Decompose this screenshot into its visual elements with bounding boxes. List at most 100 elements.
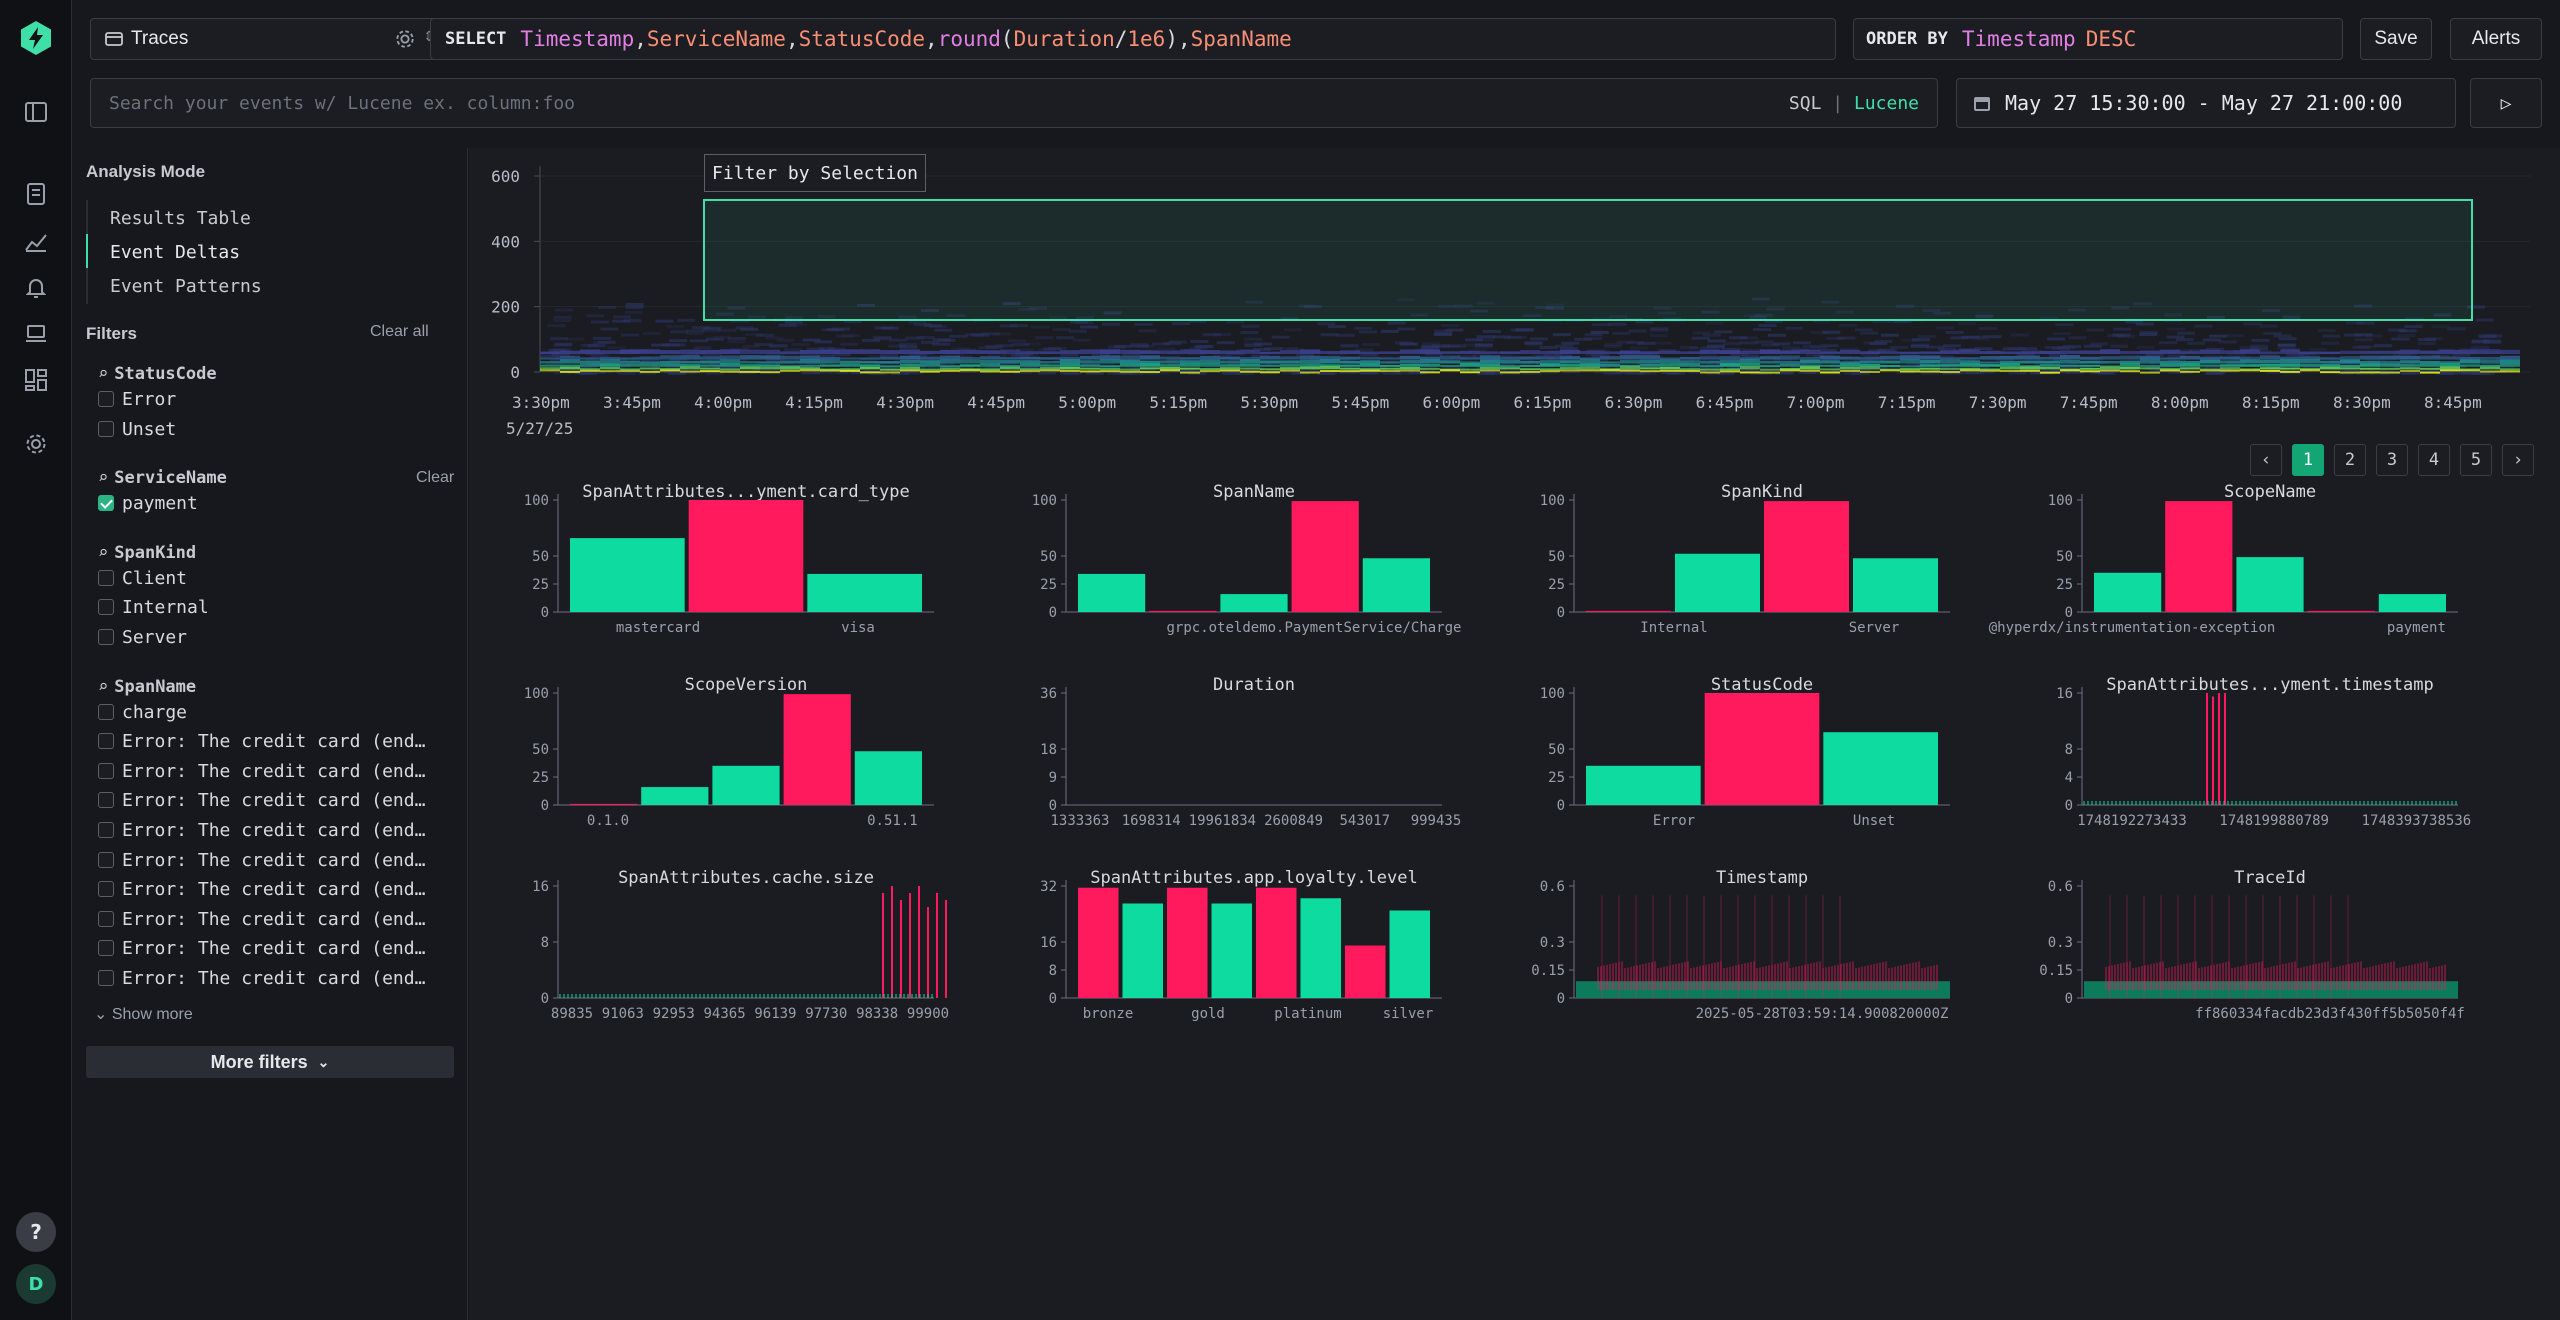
filter-option[interactable]: Error: The credit card (end… [98, 790, 438, 811]
filter-checkbox[interactable] [98, 792, 114, 809]
filter-checkbox[interactable] [98, 762, 114, 779]
heatmap-cell [590, 320, 609, 324]
filter-option[interactable]: Internal [98, 597, 438, 618]
filter-option[interactable]: Error: The credit card (end… [98, 879, 438, 900]
clear-all-button[interactable]: Clear all [370, 323, 429, 340]
filter-group-servicename[interactable]: ⌕ ServiceName [98, 468, 227, 488]
heatmap-cell [2140, 350, 2160, 355]
filter-option[interactable]: Unset [98, 419, 438, 440]
heatmap-cell [586, 314, 605, 318]
bell-icon[interactable] [20, 272, 52, 304]
filter-option[interactable]: Error: The credit card (end… [98, 909, 438, 930]
filter-option[interactable]: Error [98, 389, 438, 410]
filter-checkbox[interactable] [98, 391, 114, 407]
next-page-button[interactable]: › [2502, 444, 2534, 476]
alerts-button[interactable]: Alerts [2450, 18, 2542, 60]
y-tick-label: 0 [541, 798, 549, 814]
clear-filter-button[interactable]: Clear [416, 469, 455, 487]
filter-option[interactable]: payment [98, 493, 438, 514]
filter-checkbox[interactable] [98, 599, 114, 616]
heatmap-cell [2259, 324, 2278, 328]
filter-option[interactable]: Error: The credit card (end… [98, 850, 438, 871]
show-more-button[interactable]: ⌄ Show more [94, 1006, 193, 1023]
laptop-icon[interactable] [20, 318, 52, 350]
filter-checkbox[interactable] [98, 910, 114, 927]
heatmap-cell [1020, 356, 1040, 360]
selection-bar [1149, 610, 1217, 612]
search-nav-icon[interactable] [20, 178, 52, 210]
table-icon [105, 32, 123, 46]
heatmap-cell [1060, 358, 1080, 364]
filter-option[interactable]: Error: The credit card (end… [98, 938, 438, 959]
filter-option[interactable]: Error: The credit card (end… [98, 968, 438, 989]
settings-icon[interactable] [20, 428, 52, 460]
prev-page-button[interactable]: ‹ [2250, 444, 2282, 476]
filter-checkbox[interactable] [98, 822, 114, 838]
mode-results-table[interactable]: Results Table [110, 208, 251, 229]
filter-checkbox[interactable] [98, 733, 114, 750]
filter-option[interactable]: Error: The credit card (end… [98, 761, 438, 782]
heatmap-cell [2308, 347, 2327, 351]
query-language-toggle[interactable]: SQL | Lucene [1788, 93, 1919, 114]
help-button[interactable]: ? [16, 1212, 56, 1252]
select-input[interactable]: SELECT Timestamp,ServiceName,StatusCode,… [430, 18, 1836, 60]
heatmap-cell [981, 332, 1000, 336]
chart-nav-icon[interactable] [20, 226, 52, 258]
page-button[interactable]: 1 [2292, 444, 2324, 476]
heatmap-cell [2173, 349, 2192, 353]
dashboard-icon[interactable] [20, 364, 52, 396]
user-avatar[interactable]: D [16, 1264, 56, 1304]
page-button[interactable]: 3 [2376, 444, 2408, 476]
filter-option[interactable]: Error: The credit card (end… [98, 731, 438, 752]
filter-checkbox[interactable] [98, 569, 114, 586]
time-range-picker[interactable]: May 27 15:30:00 - May 27 21:00:00 [1956, 78, 2456, 128]
heatmap-cell [1698, 354, 1717, 358]
baseline-bar [1211, 903, 1252, 998]
y-tick-label: 0 [1049, 991, 1057, 1007]
heatmap-cell [837, 370, 856, 374]
heatmap-cell [1015, 348, 1034, 352]
filter-group-statuscode[interactable]: ⌕ StatusCode [98, 364, 217, 384]
filter-checkbox[interactable] [98, 970, 114, 986]
heatmap-x-tick: 8:15pm [2242, 393, 2300, 412]
heatmap-cell [1820, 364, 1840, 367]
heatmap-cell [909, 354, 928, 358]
heatmap-cell [1740, 363, 1760, 367]
filter-checkbox[interactable] [98, 881, 114, 898]
filter-checkbox[interactable] [98, 851, 114, 868]
filter-option[interactable]: charge [98, 702, 438, 723]
more-filters-button[interactable]: More filters ⌄ [86, 1046, 454, 1078]
heatmap-cell [1458, 355, 1477, 359]
mode-event-patterns[interactable]: Event Patterns [110, 276, 262, 297]
run-query-button[interactable]: ▷ [2470, 78, 2542, 128]
logo-icon[interactable] [18, 20, 54, 56]
filter-checkbox[interactable] [98, 940, 114, 957]
filter-group-spankind[interactable]: ⌕ SpanKind [98, 543, 196, 563]
heatmap-cell [1942, 344, 1961, 348]
heatmap-cell [2135, 322, 2154, 326]
heatmap-cell [580, 357, 600, 360]
filter-option[interactable]: Error: The credit card (end… [98, 820, 438, 841]
filter-by-selection-tooltip[interactable]: Filter by Selection [704, 154, 926, 192]
filter-checkbox[interactable] [98, 420, 114, 437]
page-button[interactable]: 2 [2334, 444, 2366, 476]
source-settings-icon[interactable] [384, 18, 426, 60]
search-input[interactable]: Search your events w/ Lucene ex. column:… [90, 78, 1938, 128]
page-button[interactable]: 4 [2418, 444, 2450, 476]
filter-option[interactable]: Client [98, 568, 438, 589]
heatmap-cell [754, 343, 773, 347]
filter-group-spanname[interactable]: ⌕ SpanName [98, 677, 196, 697]
filter-checkbox[interactable] [98, 703, 114, 720]
heatmap-cell [1271, 335, 1290, 339]
mode-event-deltas[interactable]: Event Deltas [110, 242, 241, 263]
filter-checkbox[interactable] [98, 629, 114, 645]
page-button[interactable]: 5 [2460, 444, 2492, 476]
source-label: Traces [131, 28, 189, 49]
sidebar-toggle-icon[interactable] [20, 96, 52, 128]
save-button[interactable]: Save [2360, 18, 2432, 60]
orderby-input[interactable]: ORDER BY Timestamp DESC [1853, 18, 2343, 60]
filter-checkbox[interactable] [98, 495, 114, 512]
filter-option[interactable]: Server [98, 627, 438, 648]
y-tick-label: 25 [2056, 577, 2073, 593]
